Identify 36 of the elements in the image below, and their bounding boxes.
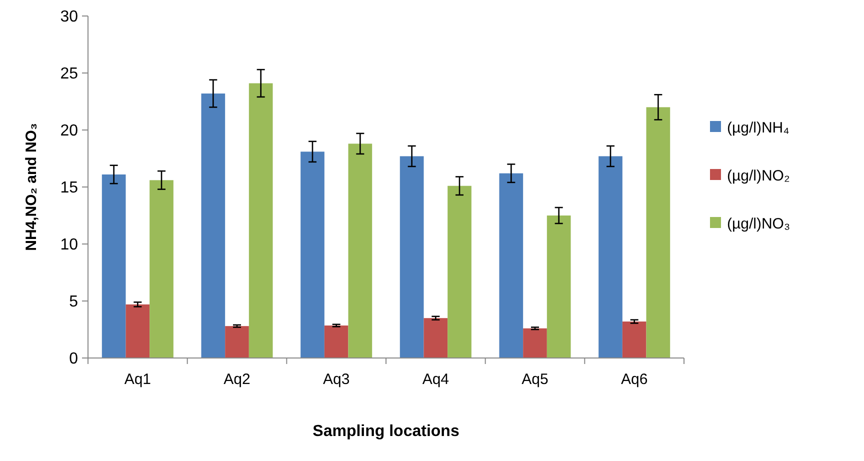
- x-tick-label: Aq3: [322, 371, 350, 388]
- legend-label: (µg/l)NO₃: [727, 215, 790, 232]
- y-axis-title: NH4,NO₂ and NO₃: [23, 123, 40, 251]
- bar: [622, 322, 646, 358]
- y-tick-label: 10: [60, 236, 78, 254]
- y-tick-label: 5: [69, 294, 78, 311]
- y-tick-label: 25: [60, 66, 78, 83]
- bar: [646, 107, 670, 358]
- bar: [400, 156, 424, 358]
- legend-label: (µg/l)NO₂: [727, 167, 790, 184]
- x-tick-label: Aq6: [620, 371, 648, 388]
- bar: [424, 318, 448, 358]
- bar: [499, 173, 524, 358]
- bar: [102, 174, 126, 358]
- bar: [126, 304, 150, 358]
- legend-label: (µg/l)NH₄: [727, 119, 790, 136]
- bar: [300, 152, 324, 358]
- y-tick-label: 30: [60, 8, 78, 26]
- x-tick-label: Aq2: [224, 371, 250, 388]
- y-tick-label: 20: [60, 122, 78, 140]
- bar: [448, 186, 472, 358]
- bar: [598, 156, 622, 358]
- bar: [546, 216, 571, 358]
- bar: [225, 326, 249, 358]
- bar: [324, 326, 348, 358]
- x-tick-label: Aq1: [124, 371, 152, 388]
- bar: [201, 94, 226, 358]
- bar: [150, 180, 174, 358]
- x-tick-label: Aq5: [522, 371, 548, 388]
- x-tick-label: Aq4: [422, 371, 450, 388]
- y-tick-label: 15: [60, 180, 78, 197]
- bar: [523, 328, 547, 358]
- y-tick-label: 0: [69, 350, 78, 368]
- bar: [348, 144, 372, 358]
- bar: [248, 83, 273, 358]
- x-axis-title: Sampling locations: [312, 423, 460, 440]
